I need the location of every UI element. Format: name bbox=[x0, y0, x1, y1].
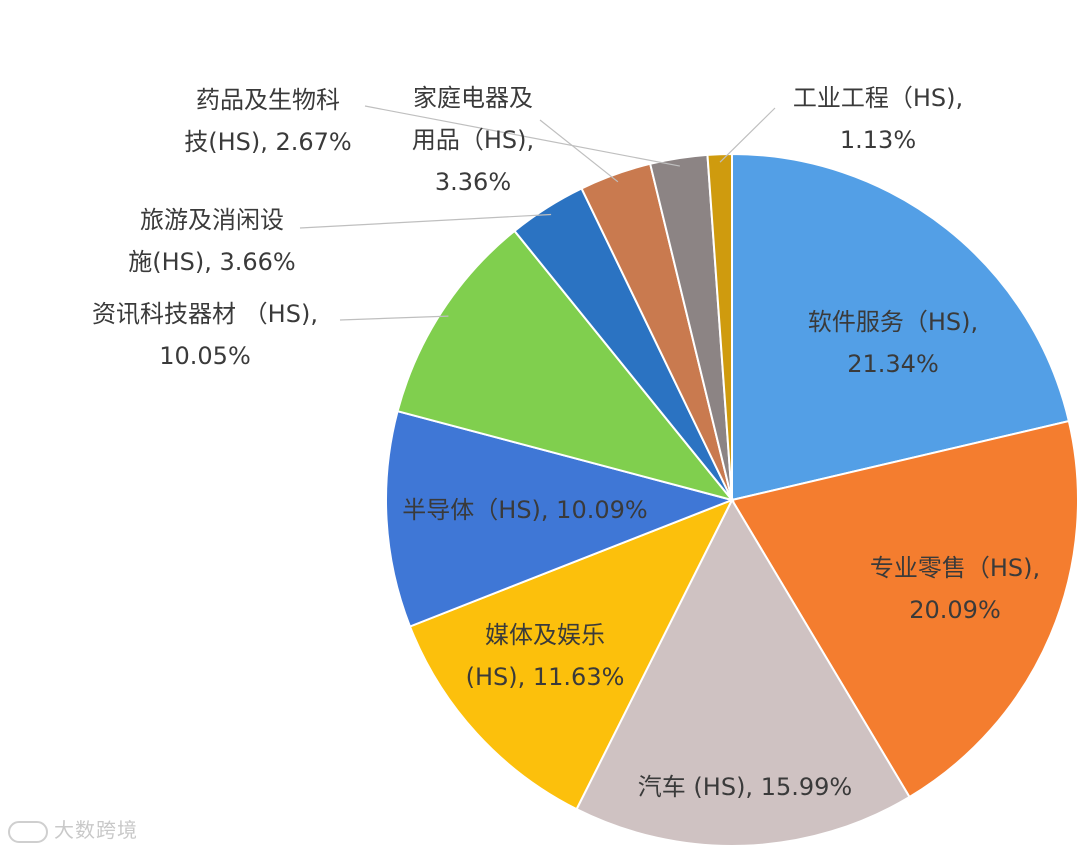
slice-label-3: 媒体及娱乐 (HS), 11.63% bbox=[466, 621, 625, 691]
slice-label-line: 用品（HS), bbox=[412, 126, 534, 154]
slice-label-line: (HS), 11.63% bbox=[466, 663, 625, 691]
leader-line-5 bbox=[339, 315, 449, 321]
leader-line-7 bbox=[539, 119, 619, 183]
pie-slices bbox=[385, 152, 1079, 847]
pie-slice-3 bbox=[408, 498, 735, 811]
slice-label-line: 专业零售（HS), bbox=[870, 554, 1040, 582]
pie-slice-0 bbox=[731, 152, 1071, 502]
slice-label-line: 旅游及消闲设 bbox=[140, 206, 284, 234]
slice-label-line: 10.05% bbox=[159, 342, 251, 370]
slice-label-line: 汽车 (HS), 15.99% bbox=[638, 773, 852, 801]
leader-line-8 bbox=[364, 105, 680, 167]
slice-label-4: 半导体（HS), 10.09% bbox=[402, 496, 647, 524]
leader-line-6 bbox=[299, 213, 552, 229]
slice-label-9: 工业工程（HS), 1.13% bbox=[793, 84, 963, 154]
slice-label-2: 汽车 (HS), 15.99% bbox=[638, 773, 852, 801]
slice-label-line: 3.36% bbox=[435, 168, 511, 196]
slice-label-line: 家庭电器及 bbox=[413, 84, 533, 112]
watermark-text: 大数跨境 bbox=[54, 818, 138, 842]
leader-line-9 bbox=[719, 107, 776, 163]
pie-slice-4 bbox=[385, 409, 736, 628]
slice-label-line: 20.09% bbox=[909, 596, 1001, 624]
slice-labels: 软件服务（HS), 21.34% 专业零售（HS), 20.09% 汽车 (HS), 1… bbox=[92, 84, 1040, 801]
slice-label-line: 媒体及娱乐 bbox=[485, 621, 605, 649]
slice-label-line: 施(HS), 3.66% bbox=[128, 248, 296, 276]
slice-label-line: 药品及生物科 bbox=[196, 86, 340, 114]
leader-lines bbox=[299, 105, 776, 321]
slice-label-line: 资讯科技器材 （HS), bbox=[92, 300, 318, 328]
slice-label-0: 软件服务（HS), 21.34% bbox=[808, 308, 978, 378]
slice-label-line: 软件服务（HS), bbox=[808, 308, 978, 336]
slice-label-line: 21.34% bbox=[847, 350, 939, 378]
slice-label-line: 半导体（HS), 10.09% bbox=[402, 496, 647, 524]
pie-slice-9 bbox=[706, 152, 733, 501]
pie-slice-1 bbox=[730, 419, 1079, 799]
slice-label-line: 工业工程（HS), bbox=[793, 84, 963, 112]
slice-label-6: 旅游及消闲设施(HS), 3.66% bbox=[128, 206, 296, 276]
pie-slice-5 bbox=[396, 229, 735, 502]
slice-label-8: 药品及生物科技(HS), 2.67% bbox=[184, 86, 352, 156]
pie-slice-2 bbox=[575, 497, 911, 847]
slice-label-line: 技(HS), 2.67% bbox=[184, 128, 352, 156]
slice-label-line: 1.13% bbox=[840, 126, 916, 154]
watermark: 大数跨境 bbox=[8, 814, 138, 843]
slice-label-7: 家庭电器及用品（HS), 3.36% bbox=[412, 84, 534, 196]
slice-label-1: 专业零售（HS), 20.09% bbox=[870, 554, 1040, 624]
watermark-logo-icon bbox=[8, 820, 48, 843]
slice-label-5: 资讯科技器材 （HS), 10.05% bbox=[92, 300, 318, 370]
